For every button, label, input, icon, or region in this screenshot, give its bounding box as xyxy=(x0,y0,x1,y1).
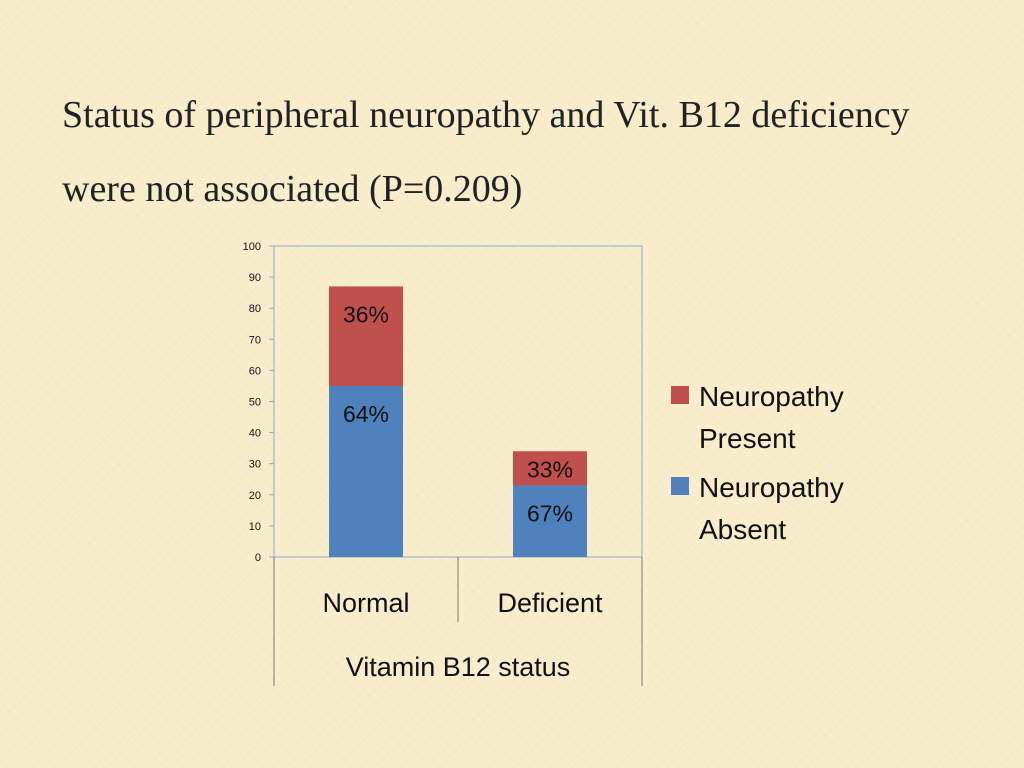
y-tick-label: 40 xyxy=(249,428,261,440)
legend-swatch-neuropathy-absent xyxy=(671,477,689,495)
x-category-label: Normal xyxy=(322,588,409,618)
legend-label: Neuropathy xyxy=(699,381,844,412)
y-tick-label: 30 xyxy=(249,459,261,471)
data-label: 67% xyxy=(527,500,573,526)
legend-label: Present xyxy=(699,423,796,454)
y-tick-label: 100 xyxy=(243,241,261,253)
bar-normal-neuropathy-absent xyxy=(329,385,403,557)
y-tick-label: 10 xyxy=(249,521,261,533)
title-line-1: Status of peripheral neuropathy and Vit.… xyxy=(62,94,910,136)
y-tick-label: 20 xyxy=(249,490,261,502)
y-tick-label: 90 xyxy=(249,272,261,284)
data-label: 64% xyxy=(343,401,389,427)
slide-title: Status of peripheral neuropathy and Vit.… xyxy=(62,78,982,226)
data-label: 33% xyxy=(527,456,573,482)
y-tick-label: 0 xyxy=(255,552,261,564)
y-tick-label: 80 xyxy=(249,303,261,315)
data-label: 36% xyxy=(343,301,389,327)
legend-swatch-neuropathy-present xyxy=(671,386,689,404)
title-line-2: were not associated (P=0.209) xyxy=(62,168,523,210)
bar-normal-neuropathy-present xyxy=(329,286,403,386)
x-category-label: Deficient xyxy=(497,588,603,618)
y-tick-label: 50 xyxy=(249,397,261,409)
legend-label: Absent xyxy=(699,514,786,545)
y-tick-label: 70 xyxy=(249,334,261,346)
legend-label: Neuropathy xyxy=(699,472,844,503)
x-axis-title: Vitamin B12 status xyxy=(346,652,571,682)
bar-deficient-neuropathy-present xyxy=(513,451,587,486)
y-tick-label: 60 xyxy=(249,365,261,377)
bar-deficient-neuropathy-absent xyxy=(513,485,587,557)
